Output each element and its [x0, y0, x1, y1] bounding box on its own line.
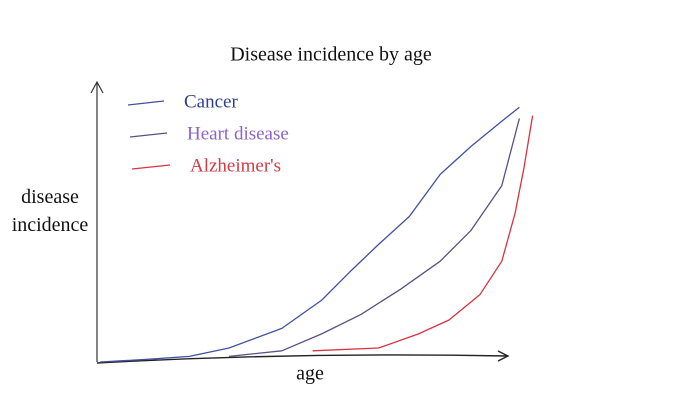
- legend-swatch: [131, 164, 171, 170]
- x-axis-label: age: [296, 363, 324, 385]
- chart-title: Disease incidence by age: [230, 44, 432, 66]
- y-axis: [90, 80, 104, 362]
- legend-label: Heart disease: [187, 123, 289, 144]
- x-axis: [96, 350, 510, 364]
- legend-swatch: [129, 132, 168, 138]
- series-line: [100, 106, 520, 363]
- legend-label: Alzheimer's: [190, 155, 281, 176]
- legend-label: Cancer: [184, 91, 238, 112]
- series-line: [228, 118, 521, 358]
- series-line: [312, 115, 534, 352]
- legend-swatch: [127, 100, 165, 106]
- y-axis-label: disease incidence: [11, 186, 89, 236]
